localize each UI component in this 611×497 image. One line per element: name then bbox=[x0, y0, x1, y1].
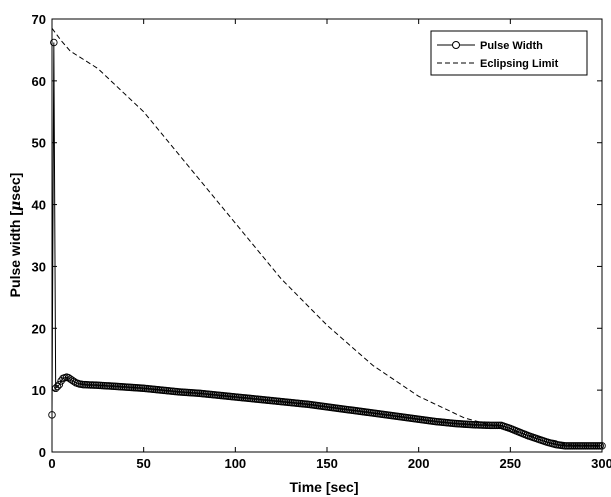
pulse-width-point bbox=[572, 442, 581, 450]
pulse-width-point bbox=[491, 421, 500, 430]
y-axis-label-suffix: sec] bbox=[7, 173, 23, 201]
pulse-width-point bbox=[565, 442, 573, 450]
x-tick-label: 250 bbox=[499, 456, 521, 471]
y-tick-label: 30 bbox=[32, 259, 46, 274]
x-tick-label: 50 bbox=[136, 456, 150, 471]
pulse-width-point bbox=[570, 442, 579, 450]
series-layer bbox=[48, 27, 606, 450]
pulse-width-point bbox=[596, 442, 604, 450]
pulse-width-point bbox=[576, 442, 584, 450]
pulse-width-point bbox=[583, 442, 592, 450]
pulse-width-point bbox=[68, 376, 76, 384]
y-tick-label: 70 bbox=[32, 12, 46, 27]
y-axis-ticks: 0 10 20 30 40 50 60 70 bbox=[32, 12, 602, 460]
pulse-width-point bbox=[53, 382, 62, 391]
pulse-width-point bbox=[488, 421, 496, 430]
legend-box bbox=[430, 30, 588, 76]
y-axis-label-mu: μ bbox=[8, 201, 24, 211]
series-eclipsing-limit-line bbox=[51, 27, 603, 447]
pulse-width-point bbox=[64, 374, 73, 382]
y-tick-label: 10 bbox=[32, 383, 46, 398]
pulse-width-point bbox=[585, 442, 593, 450]
pulse-width-point bbox=[563, 442, 571, 450]
pulse-width-point bbox=[55, 380, 64, 389]
legend-pulse-width-label: Pulse Width bbox=[480, 40, 543, 52]
pulse-width-point bbox=[561, 442, 570, 450]
x-tick-label: 300 bbox=[591, 456, 611, 471]
y-tick-label: 0 bbox=[39, 445, 46, 460]
x-axis-label: Time [sec] bbox=[290, 479, 359, 495]
pulse-width-point bbox=[592, 442, 601, 450]
pulse-width-point bbox=[581, 442, 590, 450]
y-tick-label: 20 bbox=[32, 321, 46, 336]
pulse-width-point bbox=[579, 442, 588, 450]
y-axis-label-prefix: Pulse width [ bbox=[7, 211, 23, 298]
pulse-width-point bbox=[590, 442, 599, 450]
y-tick-label: 50 bbox=[32, 136, 46, 151]
legend-eclipsing-limit-label: Eclipsing Limit bbox=[480, 58, 559, 70]
pulse-width-point bbox=[578, 442, 586, 450]
pulse-width-point bbox=[567, 442, 575, 450]
legend: Pulse Width Eclipsing Limit bbox=[430, 30, 588, 76]
x-tick-label: 200 bbox=[408, 456, 430, 471]
x-tick-label: 0 bbox=[48, 456, 55, 471]
pulse-width-point bbox=[48, 411, 56, 419]
y-tick-label: 60 bbox=[32, 74, 46, 89]
x-axis-ticks: 0 50 100 150 200 250 300 bbox=[48, 19, 611, 471]
pulse-width-point bbox=[589, 442, 597, 450]
pulse-width-point bbox=[493, 421, 502, 430]
pulse-width-point bbox=[490, 421, 498, 430]
pulse-width-point bbox=[598, 442, 606, 450]
pulse-width-point bbox=[594, 442, 603, 450]
y-tick-label: 40 bbox=[32, 198, 46, 213]
y-axis-label: Pulse width [μsec] bbox=[7, 173, 24, 298]
pulse-width-point bbox=[574, 442, 582, 450]
pulse-width-point bbox=[66, 375, 75, 383]
pulse-width-point bbox=[50, 38, 58, 47]
x-tick-label: 100 bbox=[224, 456, 246, 471]
pulse-width-point bbox=[568, 442, 577, 450]
legend-pulse-width-marker bbox=[452, 41, 460, 49]
x-tick-label: 150 bbox=[316, 456, 338, 471]
pulse-width-point bbox=[495, 421, 504, 430]
pulse-width-point bbox=[587, 442, 595, 450]
